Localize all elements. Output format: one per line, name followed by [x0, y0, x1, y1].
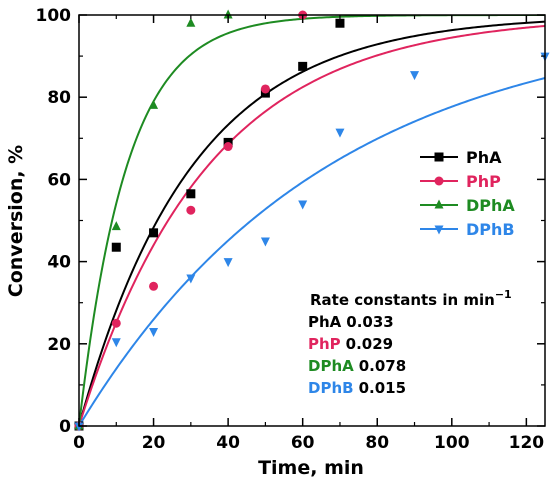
data-point-dpha: [186, 17, 196, 27]
rate-constants-box: Rate constants in min−1 PhA 0.033 PhP 0.029…: [308, 288, 512, 397]
legend-marker: [434, 152, 444, 162]
rate-box-title-text: Rate constants in min: [310, 291, 495, 309]
rate-box-title: Rate constants in min−1: [310, 288, 512, 309]
rate-value: 0.029: [346, 335, 393, 353]
data-point-dphb: [149, 327, 159, 337]
x-tick-label: 80: [365, 433, 389, 453]
rate-name-text: DPhB: [308, 379, 354, 397]
rate-name-dpha: DPhA 0.078: [308, 357, 406, 375]
fit-curve-dphb: [79, 77, 545, 426]
legend-label: DPhB: [466, 220, 515, 239]
legend-entry-dpha: DPhA: [420, 196, 515, 215]
axes: 0 20 40 60 80 100 120 0 20 40 60 80 100: [36, 6, 546, 453]
legend-label: PhP: [466, 172, 501, 191]
data-point-dpha: [111, 221, 121, 231]
y-tick-label: 80: [47, 88, 71, 108]
fit-curves: [79, 15, 545, 426]
data-point-dphb: [74, 422, 84, 432]
data-point-dphb: [186, 274, 196, 284]
legend-label: DPhA: [466, 196, 515, 215]
series-php: [74, 10, 308, 431]
series-dpha: [74, 9, 233, 430]
rate-name-dphb: DPhB 0.015: [308, 379, 406, 397]
data-point-dphb: [298, 200, 308, 210]
x-tick-label: 100: [434, 433, 470, 453]
x-tick-label: 120: [509, 433, 545, 453]
data-point-php: [111, 318, 121, 328]
data-point-pha: [298, 61, 308, 71]
data-point-php: [186, 205, 196, 215]
y-axis-label: Conversion, %: [5, 145, 27, 297]
legend-marker: [434, 176, 444, 186]
legend-marker: [434, 225, 444, 235]
x-axis-label: Time, min: [258, 457, 364, 479]
data-point-pha: [149, 228, 159, 238]
legend-entry-php: PhP: [420, 172, 501, 191]
y-tick-label: 0: [59, 417, 71, 437]
legend-marker: [434, 199, 444, 209]
plot-area: [74, 9, 550, 432]
data-point-dphb: [223, 258, 233, 268]
data-point-php: [149, 281, 159, 291]
legend: PhA PhP DPhA DPhB: [420, 148, 515, 239]
y-tick-label: 20: [47, 335, 71, 355]
fit-curve-php: [79, 24, 545, 426]
y-tick-label: 60: [47, 170, 71, 190]
data-point-dpha: [223, 9, 233, 19]
data-point-dphb: [410, 71, 420, 81]
rate-name-text: PhP: [308, 335, 341, 353]
rate-name-php: PhP 0.029: [308, 335, 393, 353]
data-point-dphb: [260, 237, 270, 247]
data-point-php: [260, 84, 270, 94]
data-point-pha: [335, 18, 345, 28]
data-point-pha: [186, 189, 196, 199]
y-tick-label: 100: [36, 6, 72, 26]
rate-box-exponent: −1: [495, 288, 512, 301]
rate-value: 0.015: [359, 379, 406, 397]
rate-name-pha: PhA 0.033: [308, 313, 394, 331]
data-point-dphb: [335, 128, 345, 138]
fit-curve-pha: [79, 20, 545, 426]
rate-value: 0.078: [359, 357, 406, 375]
rate-name-text: PhA: [308, 313, 342, 331]
x-tick-label: 0: [73, 433, 85, 453]
x-tick-label: 40: [216, 433, 240, 453]
x-tick-label: 20: [142, 433, 166, 453]
rate-value: 0.033: [346, 313, 393, 331]
y-tick-label: 40: [47, 253, 71, 273]
x-tick-label: 60: [291, 433, 315, 453]
data-point-dphb: [111, 338, 121, 348]
data-point-dpha: [149, 99, 159, 109]
legend-entry-dphb: DPhB: [420, 220, 515, 239]
data-point-php: [223, 142, 233, 152]
legend-entry-pha: PhA: [420, 148, 502, 167]
legend-label: PhA: [466, 148, 502, 167]
data-point-pha: [111, 242, 121, 252]
rate-name-text: DPhA: [308, 357, 354, 375]
